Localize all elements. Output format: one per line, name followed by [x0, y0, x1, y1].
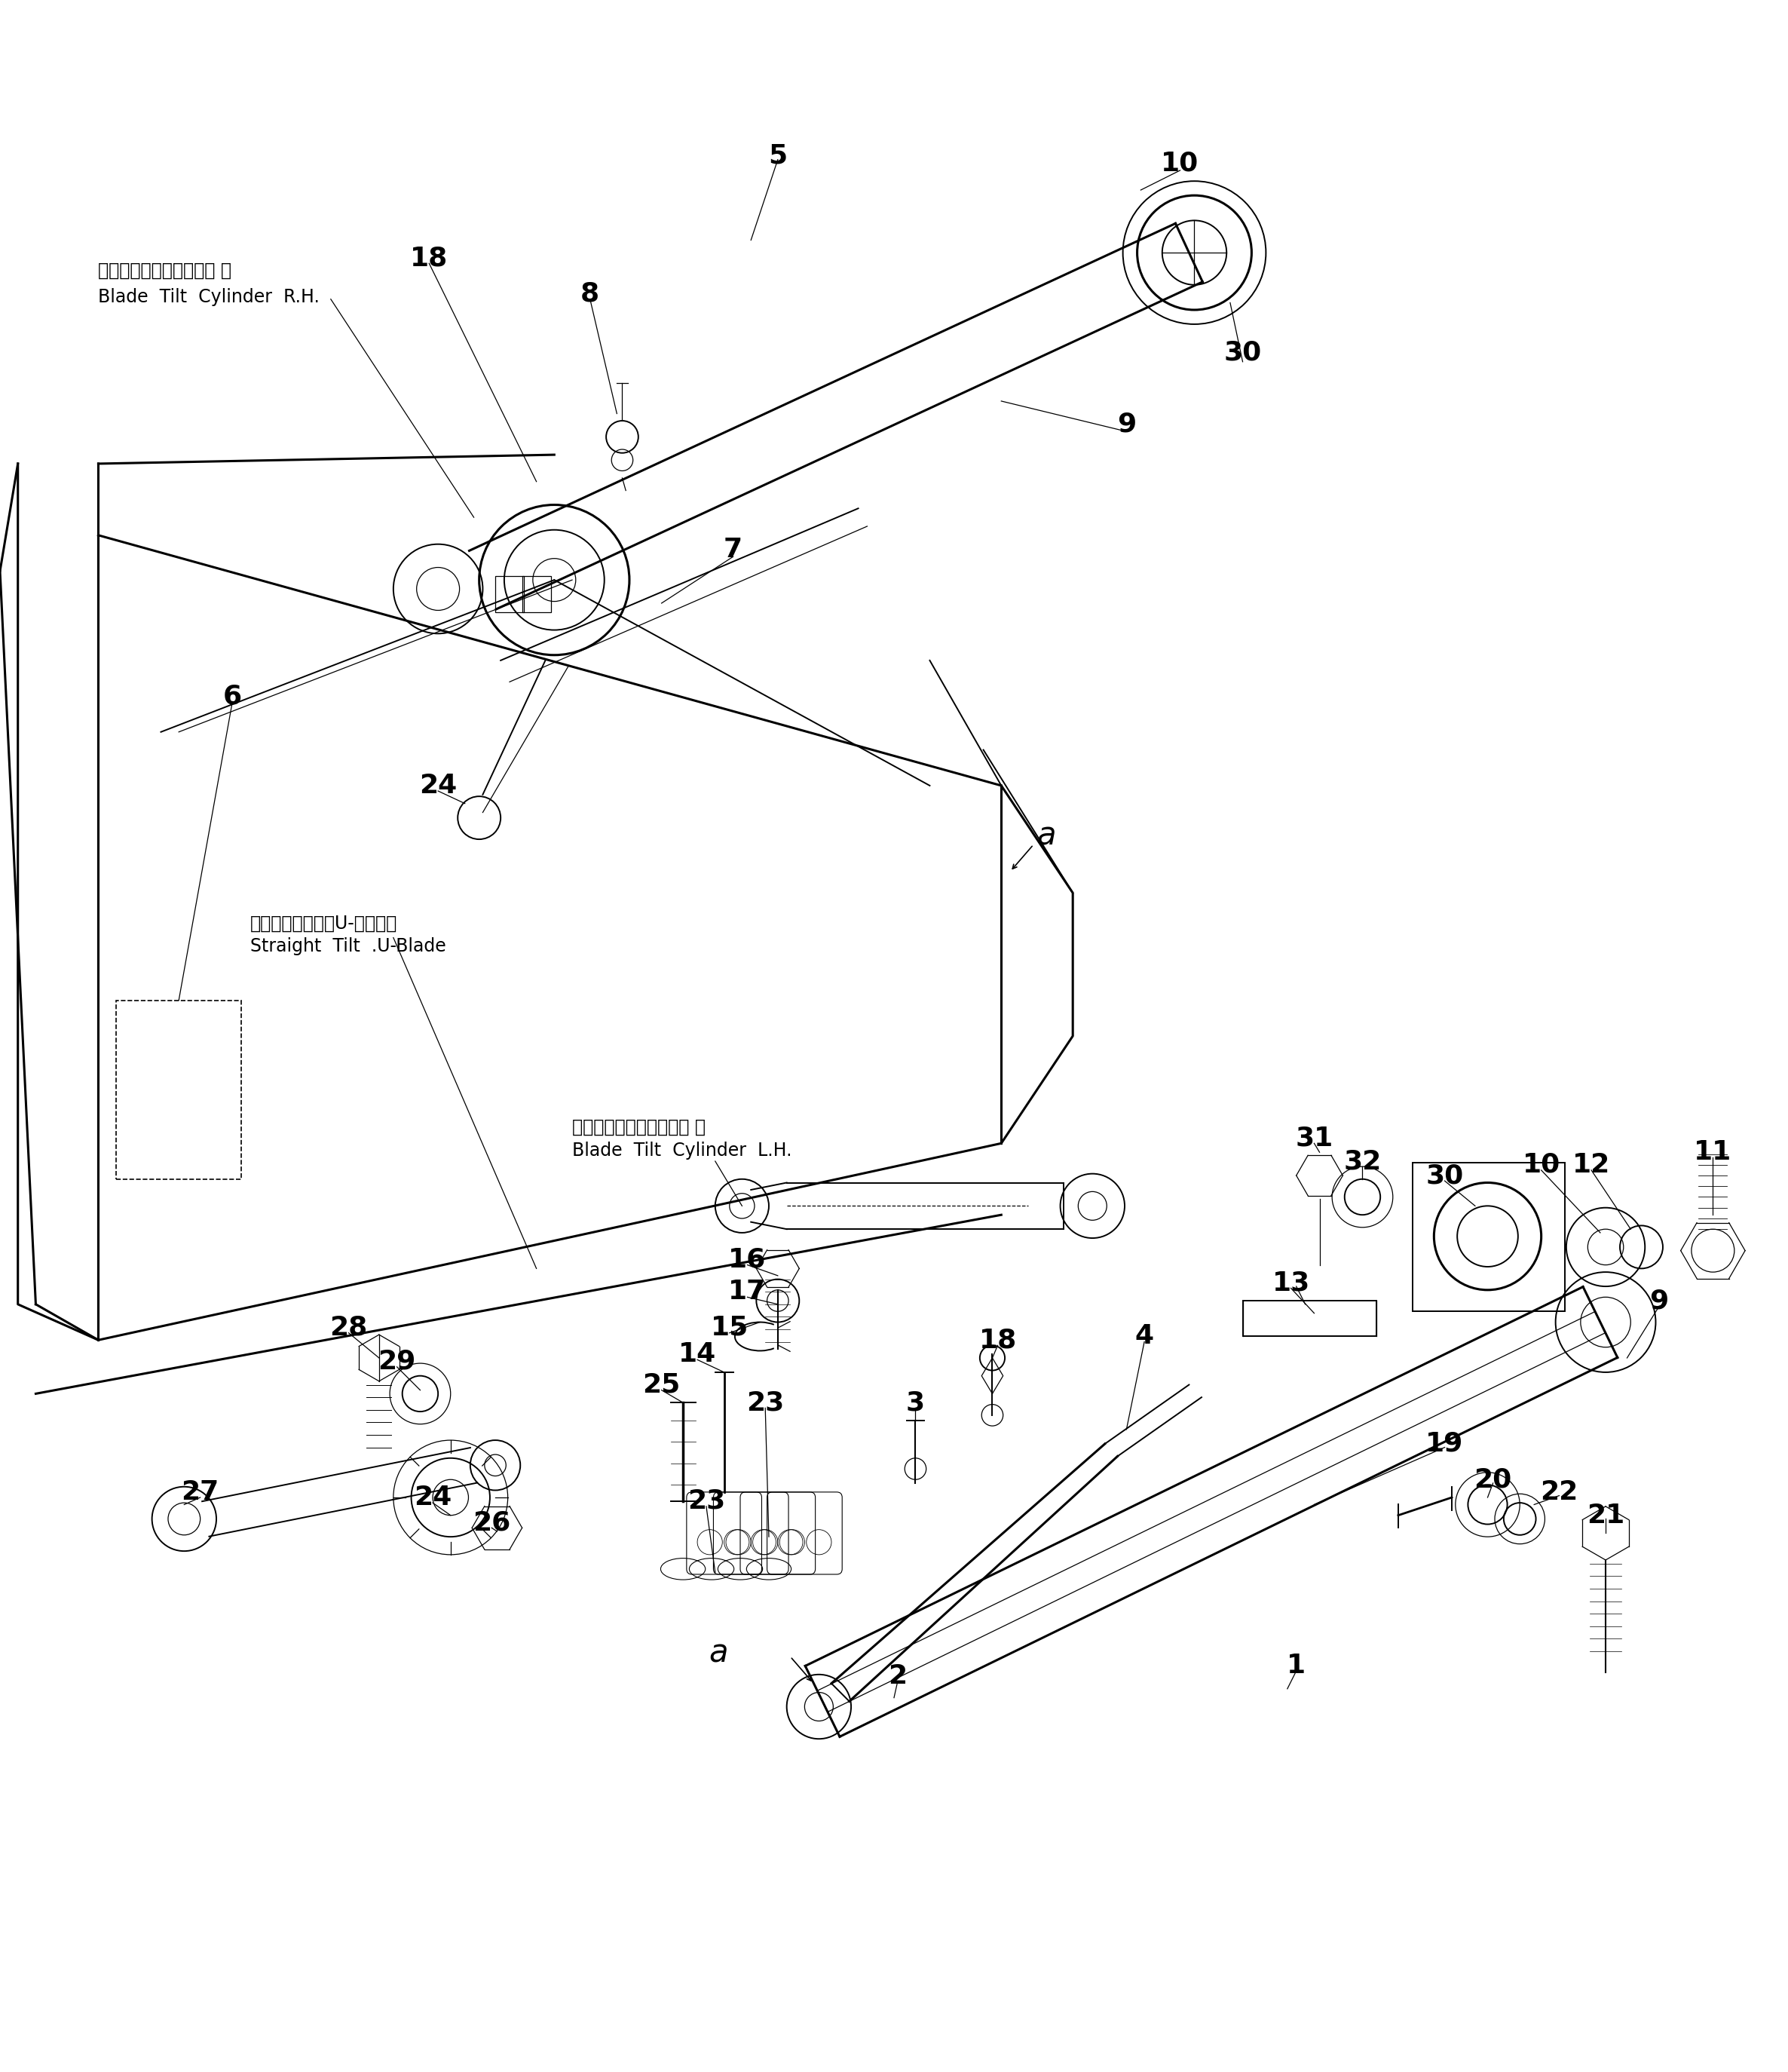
Text: 9: 9 [1118, 412, 1135, 437]
Text: 16: 16 [728, 1247, 767, 1272]
Text: 4: 4 [1135, 1324, 1153, 1349]
Text: 3: 3 [907, 1390, 924, 1415]
Text: 7: 7 [724, 537, 742, 562]
Text: 32: 32 [1343, 1148, 1382, 1175]
Bar [1413, 1162, 1564, 1312]
Text: 24: 24 [413, 1486, 452, 1510]
Text: 11: 11 [1693, 1140, 1733, 1164]
Text: 13: 13 [1271, 1270, 1311, 1295]
Text: 2: 2 [889, 1664, 907, 1689]
Text: 22: 22 [1539, 1479, 1579, 1504]
Text: 20: 20 [1473, 1467, 1513, 1492]
Text: a: a [710, 1637, 728, 1668]
Bar [1243, 1301, 1377, 1336]
Text: 9: 9 [1650, 1289, 1668, 1314]
Bar [495, 576, 524, 611]
Text: 8: 8 [581, 282, 599, 307]
Text: 30: 30 [1223, 340, 1262, 365]
Text: Straight  Tilt  .U-Blade: Straight Tilt .U-Blade [250, 937, 447, 955]
Text: 31: 31 [1295, 1125, 1334, 1150]
Text: 14: 14 [678, 1341, 717, 1368]
Text: 10: 10 [1160, 151, 1200, 176]
Text: Blade  Tilt  Cylinder  R.H.: Blade Tilt Cylinder R.H. [98, 288, 320, 307]
Text: ブレードチルトシリンダ 左: ブレードチルトシリンダ 左 [572, 1119, 706, 1135]
Text: 19: 19 [1425, 1432, 1464, 1457]
Text: 21: 21 [1586, 1502, 1625, 1529]
Text: 5: 5 [769, 143, 787, 170]
Bar [522, 576, 551, 611]
Text: 26: 26 [472, 1510, 511, 1535]
Text: 1: 1 [1287, 1653, 1305, 1678]
Text: 28: 28 [329, 1316, 368, 1341]
Text: 18: 18 [978, 1328, 1017, 1353]
Text: 17: 17 [728, 1278, 767, 1305]
Text: ストレートチルトU-ブレード: ストレートチルトU-ブレード [250, 914, 397, 932]
Text: 25: 25 [642, 1372, 681, 1399]
Text: 30: 30 [1425, 1162, 1464, 1189]
Text: 12: 12 [1572, 1152, 1611, 1177]
Text: 24: 24 [418, 773, 458, 798]
Text: 10: 10 [1522, 1152, 1561, 1177]
Text: 18: 18 [409, 244, 449, 271]
Text: 6: 6 [224, 684, 241, 709]
Text: 15: 15 [710, 1316, 749, 1341]
Text: 29: 29 [377, 1349, 417, 1374]
Text: 27: 27 [181, 1479, 220, 1504]
Text: ブレードチルトシリンダ 右: ブレードチルトシリンダ 右 [98, 261, 232, 280]
Text: Blade  Tilt  Cylinder  L.H.: Blade Tilt Cylinder L.H. [572, 1142, 792, 1160]
Text: 23: 23 [746, 1390, 785, 1415]
Text: a: a [1037, 821, 1055, 852]
Text: 23: 23 [687, 1488, 726, 1515]
